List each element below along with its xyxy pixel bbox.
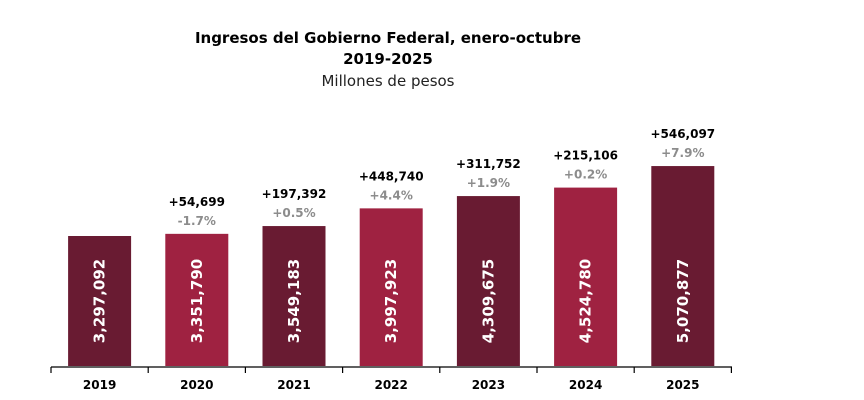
- x-tick-label: 2025: [666, 378, 699, 392]
- diff-label: +54,699: [169, 195, 225, 209]
- bar-2020: [165, 233, 229, 366]
- pct-label: -1.7%: [178, 214, 216, 228]
- bar-value-label: 5,070,877: [674, 259, 692, 343]
- x-tick-label: 2024: [569, 378, 602, 392]
- chart-title: Ingresos del Gobierno Federal, enero-oct…: [195, 29, 581, 47]
- diff-label: +311,752: [456, 157, 521, 171]
- chart-subtitle-units: Millones de pesos: [321, 72, 454, 90]
- x-tick-label: 2022: [374, 378, 407, 392]
- bar-value-label: 3,297,092: [91, 259, 109, 343]
- pct-label: +0.2%: [564, 168, 607, 182]
- bar-2025: [651, 166, 715, 366]
- pct-label: +7.9%: [661, 146, 704, 160]
- bar-2024: [554, 187, 618, 366]
- x-tick-label: 2020: [180, 378, 213, 392]
- diff-label: +546,097: [650, 127, 715, 141]
- bar-value-label: 3,997,923: [382, 259, 400, 343]
- bar-2023: [456, 196, 520, 366]
- diff-label: +215,106: [553, 149, 618, 163]
- pct-label: +4.4%: [370, 188, 413, 202]
- pct-label: +0.5%: [272, 206, 315, 220]
- bar-value-label: 3,351,790: [188, 259, 206, 343]
- x-tick-label: 2019: [83, 378, 116, 392]
- bar-2019: [68, 236, 132, 366]
- bar-2022: [359, 208, 423, 366]
- bar-value-label: 3,549,183: [285, 259, 303, 343]
- chart-subtitle-years: 2019-2025: [343, 50, 433, 68]
- diff-label: +197,392: [262, 187, 327, 201]
- bar-value-label: 4,524,780: [577, 259, 595, 343]
- x-tick-label: 2021: [277, 378, 310, 392]
- bar-value-label: 4,309,675: [479, 259, 497, 343]
- bar-2021: [262, 226, 326, 366]
- pct-label: +1.9%: [467, 176, 510, 190]
- x-tick-label: 2023: [472, 378, 505, 392]
- diff-label: +448,740: [359, 169, 424, 183]
